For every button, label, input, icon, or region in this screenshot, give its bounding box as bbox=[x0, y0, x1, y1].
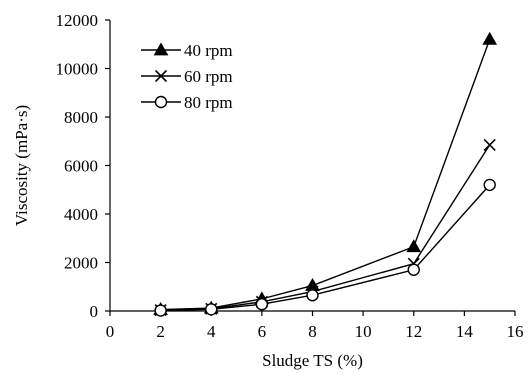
series-layer bbox=[153, 31, 498, 317]
x-tick-label: 6 bbox=[258, 322, 267, 341]
x-marker-stroke bbox=[483, 138, 496, 151]
x-axis-title: Sludge TS (%) bbox=[262, 351, 363, 370]
legend-label: 80 rpm bbox=[184, 93, 233, 112]
y-tick-label: 4000 bbox=[64, 205, 98, 224]
circle-marker bbox=[205, 303, 218, 316]
axes bbox=[109, 20, 515, 312]
y-tick-label: 6000 bbox=[64, 157, 98, 176]
y-tick-label: 12000 bbox=[56, 11, 99, 30]
x-tick-label: 10 bbox=[355, 322, 372, 341]
circle-marker bbox=[483, 178, 496, 192]
x-tick-label: 12 bbox=[405, 322, 422, 341]
x-tick-label: 2 bbox=[156, 322, 165, 341]
legend-item: 40 rpm bbox=[141, 41, 233, 60]
x-tick-label: 0 bbox=[106, 322, 115, 341]
triangle-marker bbox=[153, 42, 169, 56]
legend-label: 40 rpm bbox=[184, 41, 233, 60]
series-60-rpm bbox=[154, 138, 496, 317]
y-tick-label: 0 bbox=[90, 302, 99, 321]
triangle-marker bbox=[406, 239, 422, 253]
x-marker-stroke bbox=[154, 69, 168, 83]
x-tick-label: 14 bbox=[456, 322, 474, 341]
series-80-rpm bbox=[154, 178, 496, 317]
circle-marker bbox=[154, 304, 167, 317]
x-tick-label: 16 bbox=[507, 322, 524, 341]
legend: 40 rpm 60 rpm 80 rpm bbox=[141, 41, 233, 112]
triangle-marker bbox=[305, 278, 320, 291]
y-tick-label: 8000 bbox=[64, 108, 98, 127]
circle-marker bbox=[154, 95, 168, 109]
x-tick-label: 4 bbox=[207, 322, 216, 341]
series-line bbox=[160, 144, 491, 311]
legend-item: 60 rpm bbox=[141, 67, 233, 86]
y-tick-label: 2000 bbox=[64, 254, 98, 273]
x-tick-label: 8 bbox=[308, 322, 317, 341]
y-axis-title: Viscosity (mPa·s) bbox=[12, 105, 31, 226]
y-axis-ticks: 0 2000 4000 6000 8000 10000 12000 bbox=[56, 11, 110, 321]
circle-marker bbox=[255, 298, 269, 311]
x-marker bbox=[154, 69, 168, 83]
triangle-marker bbox=[482, 31, 498, 45]
legend-item: 80 rpm bbox=[141, 93, 233, 112]
series-line bbox=[160, 184, 491, 312]
x-marker bbox=[483, 138, 496, 151]
circle-marker bbox=[407, 263, 420, 276]
x-axis-ticks: 0 2 4 6 8 10 12 14 16 bbox=[106, 311, 524, 341]
y-tick-label: 10000 bbox=[56, 60, 99, 79]
legend-label: 60 rpm bbox=[184, 67, 233, 86]
circle-marker bbox=[306, 289, 319, 302]
